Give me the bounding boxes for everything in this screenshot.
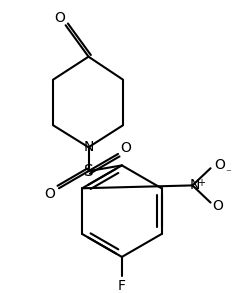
Text: O: O <box>120 141 131 155</box>
Text: N: N <box>83 140 94 154</box>
Text: F: F <box>118 279 126 292</box>
Text: O: O <box>44 187 55 201</box>
Text: O: O <box>54 11 65 25</box>
Text: +: + <box>197 178 205 188</box>
Text: O: O <box>215 159 226 172</box>
Text: S: S <box>84 163 93 179</box>
Text: N: N <box>190 178 201 193</box>
Text: O: O <box>212 200 223 213</box>
Text: ⁻: ⁻ <box>225 168 231 178</box>
